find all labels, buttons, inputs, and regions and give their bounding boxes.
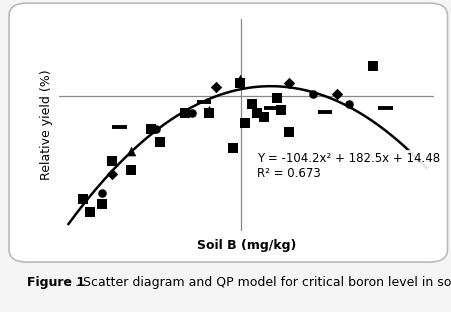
Point: [308, 92, 316, 97]
Point: [98, 191, 106, 196]
Point: [128, 168, 135, 173]
Point: [152, 126, 159, 131]
Point: [236, 80, 244, 85]
Point: [248, 101, 255, 106]
Point: [108, 172, 115, 177]
Point: [205, 107, 212, 112]
Point: [272, 96, 280, 101]
X-axis label: Soil B (mg/kg): Soil B (mg/kg): [196, 239, 295, 252]
Point: [205, 111, 212, 116]
Point: [260, 115, 267, 120]
Point: [87, 209, 94, 214]
Point: [98, 202, 106, 207]
Y-axis label: Relative yield (%): Relative yield (%): [40, 70, 53, 180]
Point: [108, 158, 115, 163]
Point: [180, 111, 188, 116]
Point: [285, 80, 292, 85]
Point: [333, 92, 340, 97]
Point: [212, 85, 219, 90]
Point: [253, 111, 260, 116]
Point: [229, 145, 236, 150]
Text: Figure 1: Figure 1: [27, 276, 85, 289]
Point: [285, 130, 292, 135]
Point: [369, 64, 376, 69]
Point: [188, 111, 195, 116]
Point: [345, 101, 352, 106]
Text: Y = -104.2x² + 182.5x + 14.48
R² = 0.673: Y = -104.2x² + 182.5x + 14.48 R² = 0.673: [257, 153, 439, 180]
Point: [236, 77, 244, 82]
Point: [79, 196, 87, 201]
Point: [128, 149, 135, 154]
Point: [277, 107, 285, 112]
Point: [241, 120, 248, 125]
Point: [147, 126, 154, 131]
Text: . Scatter diagram and QP model for critical boron level in soil: . Scatter diagram and QP model for criti…: [74, 276, 451, 289]
Point: [156, 139, 164, 144]
